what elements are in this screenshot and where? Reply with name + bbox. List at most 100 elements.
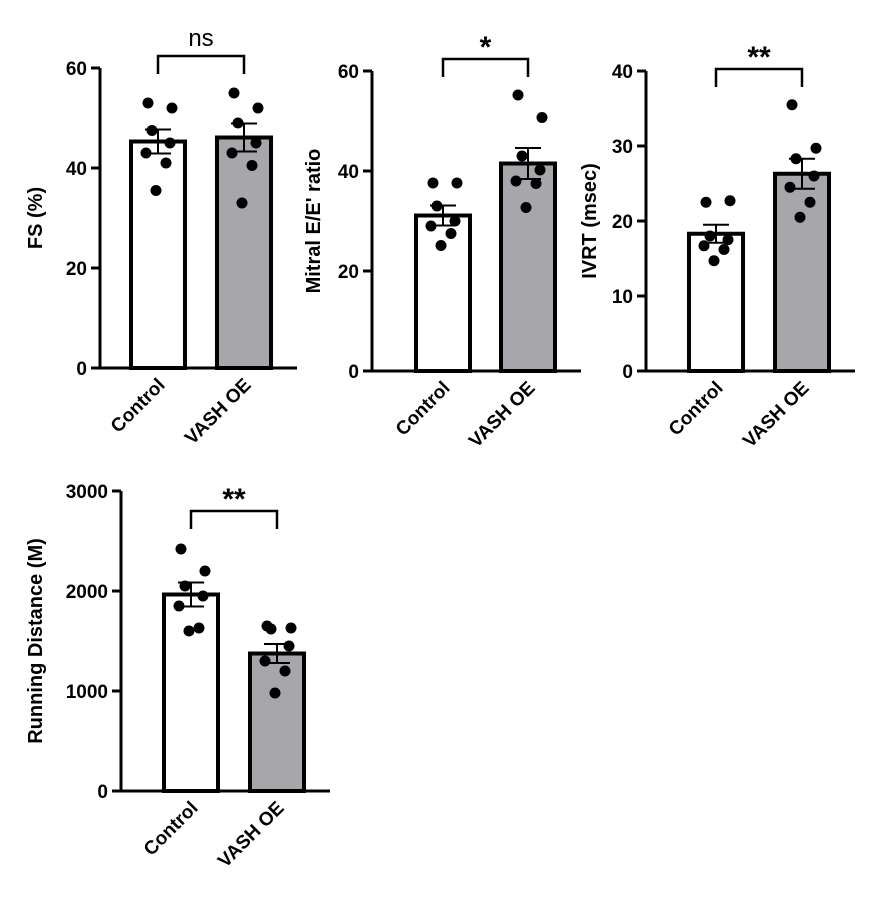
data-point — [708, 255, 720, 267]
category-label: VASH OE — [181, 375, 255, 449]
data-point — [520, 202, 532, 213]
data-point — [146, 125, 158, 136]
data-point — [510, 175, 522, 187]
data-point — [451, 177, 463, 189]
y-tick-label: 0 — [348, 362, 359, 383]
bar-control — [162, 592, 220, 793]
data-point — [259, 655, 271, 667]
data-point — [530, 178, 542, 189]
data-point — [425, 220, 437, 232]
data-point — [435, 240, 447, 251]
data-point — [794, 211, 806, 223]
data-point — [236, 197, 248, 209]
data-point — [246, 160, 258, 171]
data-point — [193, 622, 205, 634]
data-point — [160, 157, 172, 169]
y-tick-label: 40 — [338, 162, 359, 183]
significance-label: ** — [747, 41, 771, 74]
data-point — [279, 665, 291, 677]
y-tick-label: 60 — [66, 59, 87, 80]
bar-vash-oe — [773, 171, 831, 373]
y-tick-label: 20 — [66, 259, 87, 280]
data-point — [427, 177, 439, 189]
data-point — [142, 97, 154, 109]
significance-bracket — [714, 67, 804, 87]
data-point — [285, 622, 297, 634]
data-point — [536, 112, 548, 123]
data-point — [179, 580, 191, 592]
y-axis-label: Mitral E/E' ratio — [303, 149, 325, 294]
y-tick-label: 40 — [66, 159, 87, 180]
data-point — [199, 565, 211, 577]
data-point — [232, 117, 244, 129]
data-point — [269, 687, 281, 699]
bar-control — [687, 231, 745, 373]
y-axis-label: FS (%) — [25, 187, 47, 249]
significance-label: ** — [222, 483, 246, 516]
chart-fs: 0 20 40 60 FS (%) Control VASH OE ns — [25, 25, 297, 449]
data-point — [431, 200, 443, 212]
bar-control — [129, 139, 187, 370]
bar-vash-oe — [215, 135, 273, 370]
category-label: Control — [107, 375, 170, 438]
significance-bracket — [156, 54, 246, 74]
y-tick-label: 10 — [612, 287, 633, 308]
data-point — [283, 640, 295, 652]
y-tick-label: 3000 — [66, 482, 108, 503]
data-point — [183, 625, 195, 637]
data-point — [698, 240, 710, 252]
y-axis-label: Running Distance (M) — [25, 538, 47, 744]
data-point — [228, 87, 240, 99]
data-point — [140, 147, 152, 159]
chart-ee: 0 20 40 60 Mitral E/E' ratio Control VASH OE * — [303, 31, 581, 452]
data-point — [722, 234, 734, 246]
data-point — [786, 99, 798, 111]
data-point — [226, 147, 238, 159]
significance-label: ns — [188, 25, 213, 52]
data-point — [166, 102, 178, 114]
category-label: VASH OE — [214, 798, 288, 872]
significance-bracket — [189, 509, 279, 529]
significance-bracket — [441, 57, 530, 77]
data-point — [197, 590, 209, 602]
y-tick-label: 60 — [338, 62, 359, 83]
y-tick-label: 40 — [612, 62, 633, 83]
data-point — [265, 623, 277, 635]
significance-label: * — [480, 31, 492, 64]
data-point — [700, 196, 712, 208]
data-point — [808, 170, 820, 182]
data-point — [445, 228, 457, 239]
data-point — [534, 164, 546, 176]
y-tick-label: 0 — [97, 782, 108, 803]
y-tick-label: 0 — [76, 359, 87, 380]
data-point — [164, 137, 176, 149]
y-tick-label: 0 — [622, 362, 633, 383]
y-tick-label: 20 — [338, 262, 359, 283]
data-point — [150, 185, 162, 196]
category-label: Control — [665, 378, 728, 441]
category-label: Control — [392, 378, 455, 441]
category-label: Control — [140, 798, 203, 861]
category-label: VASH OE — [739, 378, 813, 452]
data-point — [724, 195, 736, 207]
data-point — [718, 244, 730, 255]
bar-vash-oe — [248, 651, 306, 793]
data-point — [516, 150, 528, 162]
data-point — [704, 230, 716, 242]
y-tick-label: 1000 — [66, 682, 108, 703]
chart-ivrt: 0 10 20 30 40 IVRT (msec) Control VASH OE ** — [579, 41, 855, 452]
data-point — [790, 153, 802, 165]
bar-vash-oe — [499, 161, 557, 373]
chart-run: 0 1000 2000 3000 Running Distance (M) Control… — [25, 482, 330, 872]
data-point — [250, 137, 262, 149]
data-point — [173, 600, 185, 612]
category-label: VASH OE — [465, 378, 539, 452]
data-point — [512, 89, 524, 101]
data-point — [810, 142, 822, 154]
data-point — [804, 196, 816, 208]
y-tick-label: 30 — [612, 137, 633, 158]
y-tick-label: 2000 — [66, 582, 108, 603]
data-point — [175, 543, 187, 555]
data-point — [252, 102, 264, 114]
